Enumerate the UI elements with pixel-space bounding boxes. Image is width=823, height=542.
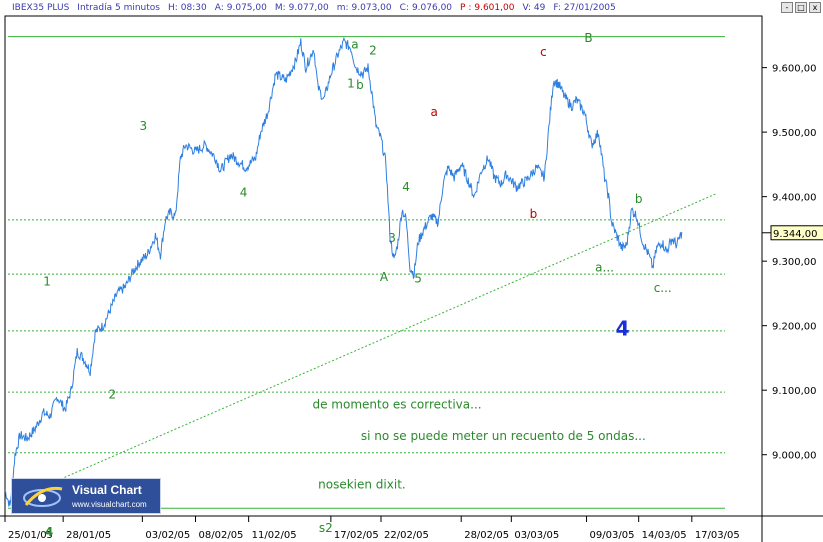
wave-annotation: 3 xyxy=(140,119,148,133)
y-tick-label: 9.200,00 xyxy=(772,322,817,333)
logo-url: www.visualchart.com xyxy=(72,500,147,509)
field-h-label: H: xyxy=(167,3,178,13)
x-tick-label: 25/01/05 xyxy=(8,530,53,541)
field-f-label: F: xyxy=(553,3,561,13)
wave-annotation: 2 xyxy=(369,44,377,58)
wave-annotation: 4 xyxy=(402,180,410,194)
y-tick-label: 9.400,00 xyxy=(772,193,817,204)
wave-annotation: de momento es correctiva... xyxy=(312,397,481,411)
x-tick-label: 17/02/05 xyxy=(334,530,379,541)
window-controls: - □ x xyxy=(781,2,821,13)
chart-header: IBEX35 PLUS Intradía 5 minutos H: 08:30 … xyxy=(0,0,823,16)
minimize-button[interactable]: - xyxy=(781,2,793,13)
wave-annotation: 4 xyxy=(45,525,53,539)
field-f-value: 27/01/2005 xyxy=(563,3,616,13)
wave-annotation: c xyxy=(540,45,547,59)
wave-annotation: a xyxy=(351,37,358,51)
field-c-value: 9.076,00 xyxy=(411,3,453,13)
wave-annotation: 2 xyxy=(108,388,116,402)
maximize-button[interactable]: □ xyxy=(795,2,807,13)
wave-annotation: 5 xyxy=(414,271,422,285)
price-series-line xyxy=(4,36,683,507)
y-tick-label: 9.100,00 xyxy=(772,386,817,397)
x-tick-label: 28/01/05 xyxy=(66,530,111,541)
field-m-value: 9.077,00 xyxy=(288,3,329,13)
field-a-value: 9.075,00 xyxy=(226,3,267,13)
field-p-value: 9.601,00 xyxy=(474,3,515,13)
y-tick-label: 9.000,00 xyxy=(772,451,817,462)
logo-title: Visual Chart xyxy=(72,483,142,497)
wave-annotation: 1 xyxy=(347,77,355,91)
x-tick-label: 22/02/05 xyxy=(384,530,429,541)
x-tick-label: 14/03/05 xyxy=(642,530,687,541)
wave-annotation: 4 xyxy=(616,316,630,340)
wave-annotation: b xyxy=(635,192,643,206)
wave-annotation: si no se puede meter un recuento de 5 on… xyxy=(361,429,646,443)
last-price-label: 9.344,00 xyxy=(773,229,818,240)
trend-line xyxy=(34,192,718,491)
x-tick-label: 03/03/05 xyxy=(514,530,559,541)
x-tick-label: 08/02/05 xyxy=(199,530,244,541)
wave-annotation: B xyxy=(584,31,592,45)
x-tick-label: 28/02/05 xyxy=(464,530,509,541)
wave-annotation: A xyxy=(380,270,389,284)
visual-chart-logo: Visual Chart www.visualchart.com xyxy=(11,478,161,514)
x-tick-label: 03/02/05 xyxy=(145,530,190,541)
wave-annotation: 1 xyxy=(43,275,51,289)
close-button[interactable]: x xyxy=(809,2,821,13)
wave-annotation: 4 xyxy=(240,186,248,200)
field-min-label: m: xyxy=(336,3,349,13)
field-m-label: M: xyxy=(274,3,286,13)
field-p-label: P : xyxy=(460,3,472,13)
interval-label: Intradía 5 minutos xyxy=(77,3,160,13)
field-h-value: 08:30 xyxy=(180,3,207,13)
field-a-label: A: xyxy=(214,3,224,13)
field-c-label: C: xyxy=(399,3,409,13)
wave-annotation: b xyxy=(356,78,364,92)
x-tick-label: 09/03/05 xyxy=(590,530,635,541)
x-tick-label: 17/03/05 xyxy=(695,530,740,541)
y-tick-label: 9.500,00 xyxy=(772,128,817,139)
field-v-label: V: xyxy=(522,3,531,13)
field-min-value: 9.073,00 xyxy=(351,3,392,13)
wave-annotation: a xyxy=(430,105,437,119)
y-tick-label: 9.300,00 xyxy=(772,257,817,268)
wave-annotation: c... xyxy=(654,281,672,295)
wave-annotation: b xyxy=(530,207,538,221)
wave-annotation: 3 xyxy=(388,231,396,245)
x-tick-label: 11/02/05 xyxy=(252,530,297,541)
logo-swoosh-icon xyxy=(23,486,63,507)
field-v-value: 49 xyxy=(533,3,546,13)
symbol-name: IBEX35 PLUS xyxy=(12,3,70,13)
wave-annotation: nosekien dixit. xyxy=(318,477,406,491)
wave-annotation: s2 xyxy=(319,521,333,535)
wave-annotation: a... xyxy=(595,260,614,274)
y-tick-label: 9.600,00 xyxy=(772,64,817,75)
